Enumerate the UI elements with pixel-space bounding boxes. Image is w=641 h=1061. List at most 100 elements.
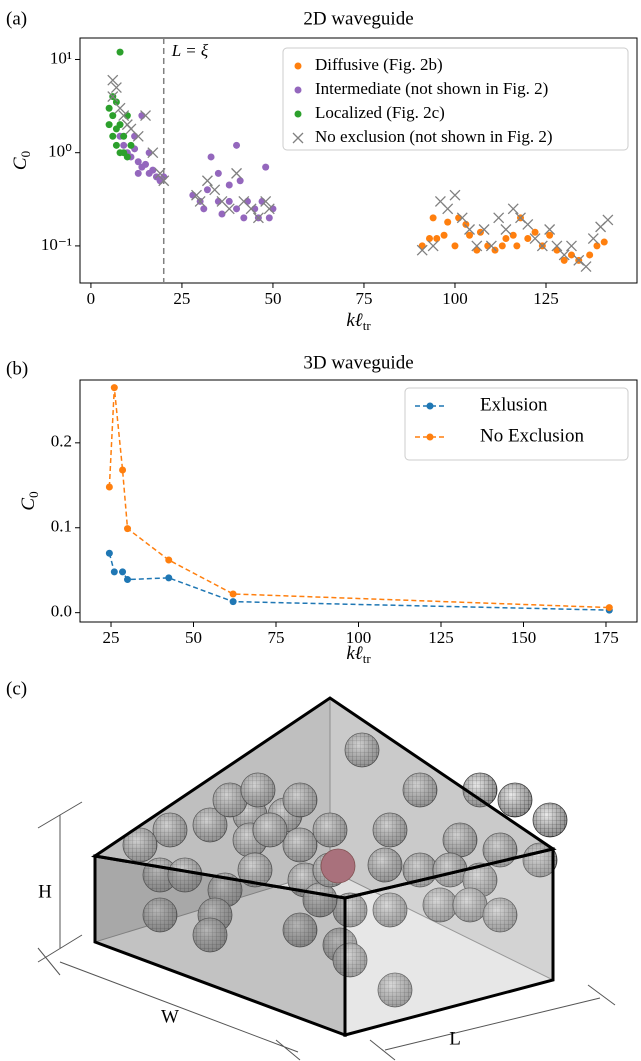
marker-dot: [225, 197, 233, 205]
y-tick-label: 10⁻¹: [41, 235, 72, 254]
marker-dot: [455, 214, 463, 222]
marker-dot: [567, 251, 575, 259]
sphere-shade: [453, 888, 487, 922]
marker-x: [201, 175, 213, 187]
marker-dot: [433, 235, 441, 243]
sphere-shade: [433, 853, 467, 887]
sphere-shade: [498, 783, 532, 817]
y-tick-label: 0.2: [51, 432, 72, 451]
y-tick-label: 0.0: [51, 602, 72, 621]
marker-dot: [466, 231, 474, 239]
sphere-shade: [123, 828, 157, 862]
marker-x: [522, 218, 534, 230]
marker-x: [114, 102, 126, 114]
data-point: [110, 568, 118, 576]
data-point: [229, 598, 237, 606]
marker-dot: [502, 235, 510, 243]
marker-x: [493, 212, 505, 224]
marker-x: [602, 214, 614, 226]
marker-x: [107, 74, 119, 86]
sphere-shade: [193, 918, 227, 952]
sphere-shade: [345, 733, 379, 767]
data-point: [605, 604, 613, 612]
marker-x: [132, 130, 144, 142]
marker-x: [252, 212, 264, 224]
marker-x: [118, 110, 130, 122]
sphere-shade: [463, 773, 497, 807]
marker-x: [263, 203, 275, 215]
marker-x: [587, 233, 599, 244]
marker-dot: [546, 231, 554, 239]
x-axis-label: kℓtr: [346, 310, 371, 333]
data-point: [105, 483, 113, 491]
y-axis-label-main: C: [18, 498, 39, 511]
marker-x: [110, 82, 122, 94]
marker-dot: [531, 228, 539, 236]
legend-dot: [426, 433, 434, 441]
legend-marker: [294, 110, 302, 118]
y-tick-label: 10⁰: [48, 142, 72, 161]
y-tick-label: 10¹: [50, 48, 72, 67]
sphere-shade: [368, 848, 402, 882]
marker-x: [140, 110, 151, 122]
panel-label: (c): [6, 678, 27, 699]
marker-x: [485, 240, 497, 252]
marker-x: [478, 224, 490, 235]
marker-x: [500, 224, 512, 235]
marker-dot: [513, 242, 521, 250]
data-point: [229, 590, 237, 598]
legend-label: Intermediate (not shown in Fig. 2): [315, 79, 548, 98]
y-axis-label: C0: [18, 491, 41, 510]
sphere-shade: [143, 898, 177, 932]
legend-marker: [292, 132, 304, 144]
marker-dot: [451, 242, 459, 250]
marker-dot: [218, 210, 226, 218]
sphere-shade: [213, 783, 247, 817]
marker-dot: [116, 48, 124, 56]
marker-x: [442, 203, 454, 215]
marker-dot: [243, 197, 251, 205]
sphere-shade: [378, 973, 412, 1007]
marker-dot: [524, 235, 532, 243]
marker-x: [231, 167, 243, 179]
marker-dot: [120, 141, 128, 149]
marker-dot: [233, 205, 241, 213]
x-axis-label-main: kℓ: [346, 310, 362, 331]
legend-box: [282, 47, 629, 151]
panel-label: (a): [6, 8, 27, 29]
marker-dot: [265, 214, 273, 222]
x-axis-label: kℓtr: [346, 643, 371, 666]
marker-dot: [134, 158, 142, 166]
marker-dot: [236, 177, 244, 185]
marker-dot: [225, 181, 233, 189]
y-axis-label: C0: [10, 151, 33, 170]
sphere-shade: [443, 823, 477, 857]
data-point: [110, 384, 118, 392]
x-tick-label: 75: [355, 289, 372, 308]
marker-x: [449, 189, 461, 201]
target-sphere: [320, 848, 356, 884]
marker-x: [147, 147, 159, 159]
sphere-shade: [283, 828, 317, 862]
x-tick-label: 75: [268, 628, 285, 647]
legend-label: Localized (Fig. 2c): [315, 103, 445, 122]
marker-x: [223, 203, 235, 215]
panel-label: (b): [6, 358, 28, 379]
marker-dot: [123, 153, 131, 161]
marker-dot: [484, 242, 492, 250]
marker-x: [551, 240, 563, 252]
marker-x: [580, 261, 592, 273]
sphere-shade: [168, 858, 202, 892]
sphere-shade: [238, 853, 272, 887]
waveguide-diagram: (c) H W L: [6, 678, 616, 1061]
legend-label: Diffusive (Fig. 2b): [315, 55, 443, 74]
y-axis-label-sub: 0: [26, 491, 41, 498]
sphere-shade: [423, 888, 457, 922]
x-tick-label: 100: [346, 628, 372, 647]
marker-x: [566, 240, 577, 252]
x-axis-label-sub: tr: [363, 651, 372, 666]
marker-dot: [207, 153, 215, 161]
marker-dot: [120, 132, 128, 140]
plot-frame: [79, 37, 638, 284]
marker-dot: [105, 121, 113, 129]
